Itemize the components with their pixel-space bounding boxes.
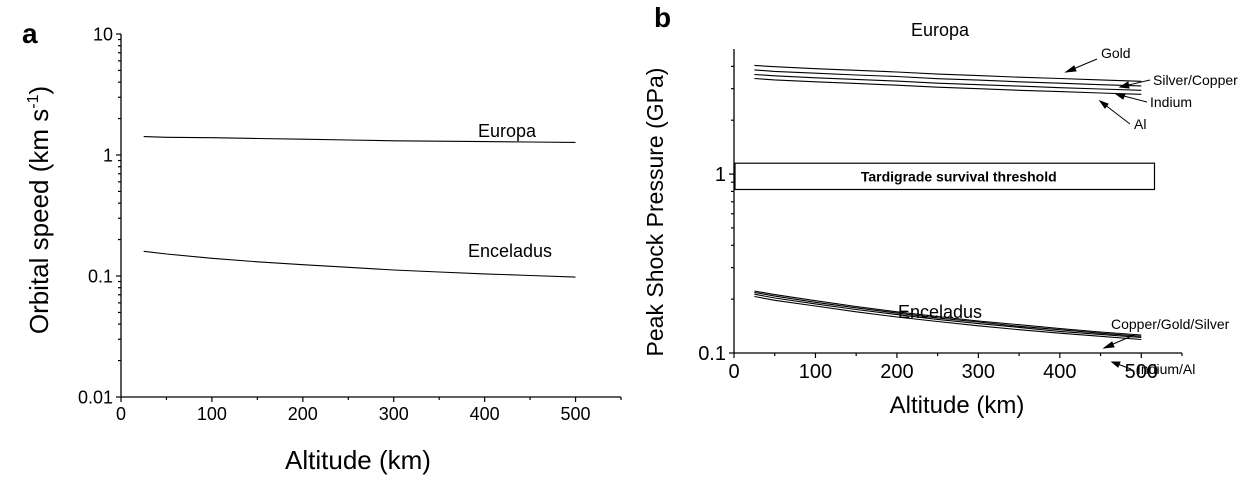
panel-a-curves xyxy=(143,136,576,278)
arrow-gold-head xyxy=(1064,65,1077,73)
annotation-arrows xyxy=(1064,58,1151,370)
x-tick-label: 0 xyxy=(116,404,126,424)
annotation-gold: Gold xyxy=(1101,45,1131,61)
x-tick-label: 100 xyxy=(197,404,227,424)
panel-a-y-axis-label: Orbital speed (km s-1) xyxy=(24,86,54,334)
panel-a-series-label-europa: Europa xyxy=(478,121,537,141)
panel-a-axes xyxy=(120,34,621,398)
threshold-label: Tardigrade survival threshold xyxy=(861,168,1057,184)
series-line-enceladus xyxy=(143,250,576,278)
annotation-indium-al: Indium/Al xyxy=(1137,361,1195,377)
x-tick-label: 0 xyxy=(728,361,739,383)
annotation-copper-gold-silver: Copper/Gold/Silver xyxy=(1111,316,1230,332)
panel-b-x-axis-label: Altitude (km) xyxy=(890,392,1025,419)
y-tick-label: 1 xyxy=(715,164,726,186)
arrow-copper-gold-silver-head xyxy=(1102,341,1115,349)
panel-b-curves xyxy=(754,64,1142,341)
x-tick-label: 500 xyxy=(1125,361,1158,383)
panel-b-y-axis-label: Peak Shock Pressure (GPa) xyxy=(642,68,668,357)
panel-a-x-ticks: 0 100 200 300 400 500 xyxy=(116,397,622,424)
annotation-al: Al xyxy=(1134,116,1146,132)
y-tick-label: 1 xyxy=(103,145,113,165)
panel-b-threshold: Tardigrade survival threshold xyxy=(734,162,1156,191)
panel-a-chart: a 0 100 200 300 400 500 0.01 0.1 1 10 Europa Enc… xyxy=(22,18,622,475)
x-tick-label: 100 xyxy=(799,361,832,383)
x-tick-label: 200 xyxy=(288,404,318,424)
annotation-indium: Indium xyxy=(1150,94,1192,110)
annotation-silver-copper: Silver/Copper xyxy=(1153,72,1238,88)
panel-a-x-axis-label: Altitude (km) xyxy=(285,445,431,475)
y-tick-label: 0.1 xyxy=(698,343,726,365)
group-label-enceladus: Enceladus xyxy=(898,302,982,322)
panel-a-y-label-tail: ) xyxy=(24,86,54,95)
arrow-silver-copper-head xyxy=(1118,81,1130,89)
series-line-silver-copper xyxy=(754,69,1142,87)
series-line-silver xyxy=(754,293,1142,339)
x-tick-label: 300 xyxy=(962,361,995,383)
y-tick-label: 0.1 xyxy=(88,266,113,286)
y-tick-label: 0.01 xyxy=(78,387,113,407)
panel-a-y-label-sup: -1 xyxy=(25,94,42,108)
series-line-indium xyxy=(754,73,1142,91)
panel-b-chart: b 0 100 200 300 400 500 0.11 Tardigrade survi… xyxy=(642,2,1238,419)
series-line-gold xyxy=(754,291,1142,337)
panel-b-axes xyxy=(733,49,1182,354)
panel-b-x-ticks: 0 100 200 300 400 500 xyxy=(728,353,1183,383)
x-tick-label: 400 xyxy=(1043,361,1076,383)
series-line-indium-al xyxy=(754,295,1142,341)
series-line-gold xyxy=(754,64,1142,82)
arrow-indium-head xyxy=(1114,93,1126,100)
arrow-al-head xyxy=(1098,99,1109,109)
threshold-box xyxy=(734,162,1156,191)
panel-a-series-label-enceladus: Enceladus xyxy=(468,241,552,261)
series-line-al xyxy=(754,77,1142,95)
panel-a-y-ticks: 0.01 0.1 1 10 xyxy=(78,24,121,407)
x-tick-label: 500 xyxy=(561,404,591,424)
series-line-copper xyxy=(754,290,1142,336)
x-tick-label: 400 xyxy=(470,404,500,424)
y-tick-label: 10 xyxy=(93,24,113,44)
x-tick-label: 200 xyxy=(880,361,913,383)
panel-a-label: a xyxy=(22,18,38,49)
panel-b-y-ticks: 0.11 xyxy=(698,65,734,365)
series-line-europa xyxy=(143,136,576,143)
panel-a-y-label-main: Orbital speed (km s xyxy=(24,109,54,334)
arrow-indium-al-head xyxy=(1110,361,1121,368)
group-label-europa: Europa xyxy=(911,20,970,40)
x-tick-label: 300 xyxy=(379,404,409,424)
panel-b-label: b xyxy=(654,2,671,33)
